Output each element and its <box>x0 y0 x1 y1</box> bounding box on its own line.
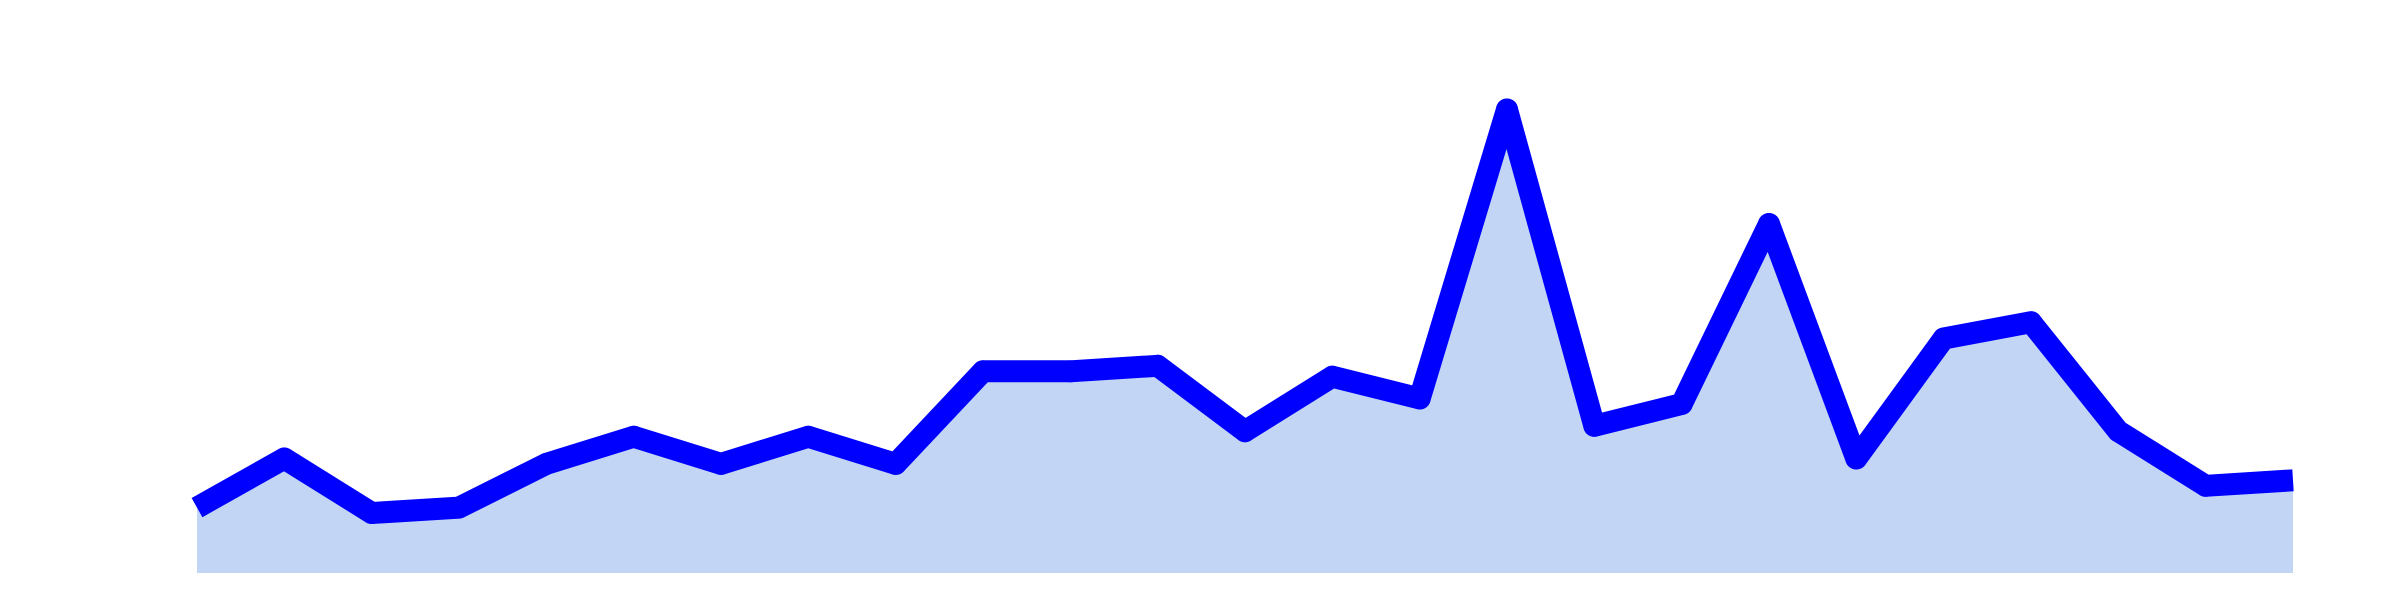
data-point-12 <box>1234 420 1256 443</box>
data-point-11 <box>1146 354 1169 377</box>
data-point-18 <box>1758 213 1780 235</box>
data-point-7 <box>797 425 820 448</box>
data-point-22 <box>2107 420 2130 443</box>
data-point-9 <box>972 360 994 383</box>
data-point-17 <box>1670 393 1693 415</box>
series-line-layer <box>191 98 2294 524</box>
data-point-21 <box>2020 311 2042 334</box>
data-point-15 <box>1496 98 1518 121</box>
data-point-20 <box>1932 327 1955 350</box>
data-point-5 <box>622 425 645 448</box>
data-point-8 <box>884 452 907 475</box>
data-point-4 <box>535 452 558 475</box>
data-point-10 <box>1059 360 1082 383</box>
data-point-23 <box>2194 474 2217 497</box>
data-point-16 <box>1583 414 1606 437</box>
data-point-1 <box>273 447 296 470</box>
data-point-2 <box>360 502 383 524</box>
data-point-3 <box>448 496 470 519</box>
data-point-14 <box>1408 387 1431 410</box>
data-point-19 <box>1845 447 1868 470</box>
data-point-13 <box>1321 365 1344 388</box>
data-point-6 <box>710 452 732 475</box>
